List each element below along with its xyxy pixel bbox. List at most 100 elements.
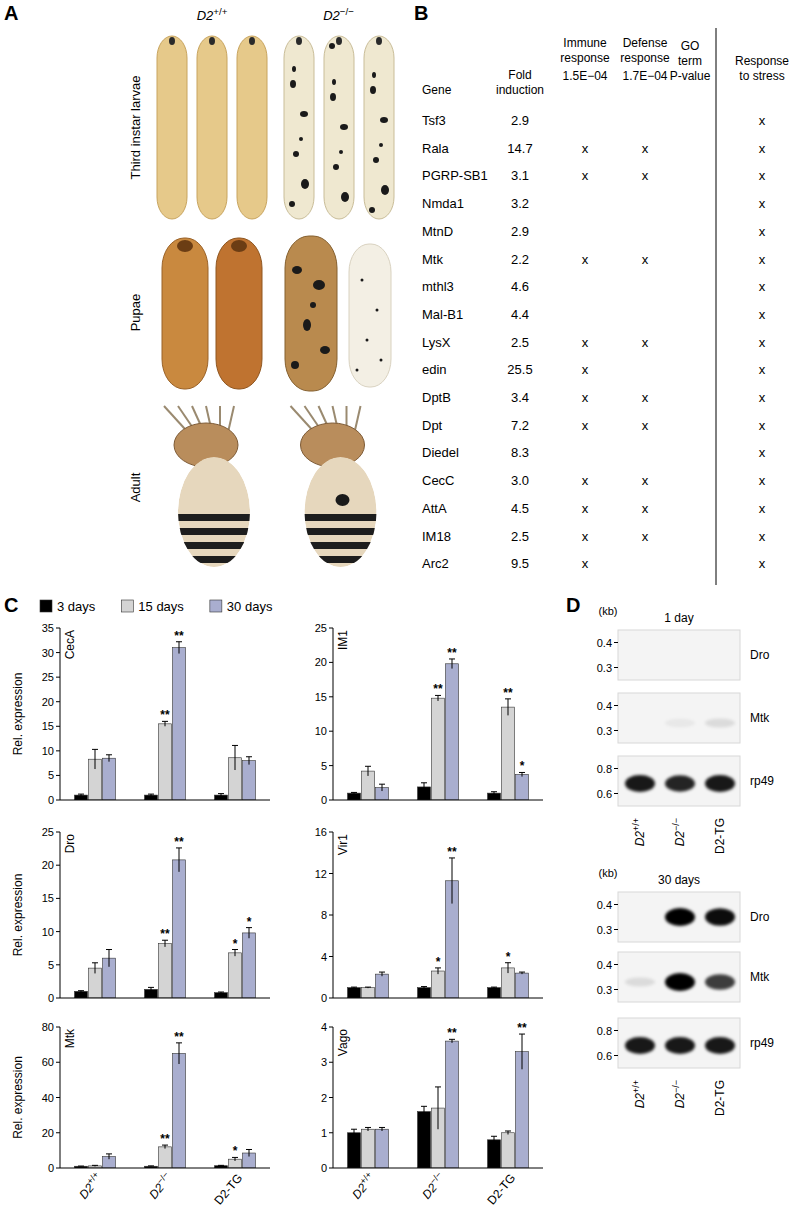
label-superscript: +/+ [631,1080,641,1093]
significance: ** [160,1132,170,1146]
label-base: D2 [633,831,647,847]
probe-label: Mtk [750,970,770,984]
abdomen [174,457,254,567]
gene: Dpt [422,418,443,433]
y-tick-label: 30 [42,647,54,659]
error-cap [491,987,497,988]
error-bar [78,991,84,992]
y-tick-label: 5 [48,769,54,781]
p-header: GOtermP-value [670,39,711,83]
photo [150,30,274,225]
y-axis-label: Rel. expression [11,673,25,756]
error-cap [491,1136,497,1137]
bar [243,761,256,800]
bar [159,1147,172,1168]
separator [716,28,717,585]
gene: Rala [422,141,450,156]
y-tick [329,800,333,801]
error-cap [379,784,385,785]
mouth-hook [209,37,215,45]
bar [348,988,361,998]
bar [488,988,501,998]
y-tick-label: 15 [42,720,54,732]
error-bar [379,972,385,976]
error-stem [508,963,509,973]
error-bar [519,1034,525,1069]
y-tick-label: 20 [315,656,327,668]
label-superscript: −/− [155,1170,171,1186]
y-tick-label: 4 [321,951,327,963]
chart-title: Mtk [63,1028,77,1048]
gene: Nmda1 [422,196,464,211]
lane-label: D2-TG [713,1080,727,1116]
y-tick [329,731,333,732]
pupa-anterior [177,240,193,252]
size-tick-label: 0.8 [597,763,612,775]
y-tick [56,628,60,629]
bands [625,908,735,926]
bar [348,1133,361,1168]
chart: ****0481216Vir1 [315,826,543,1004]
band [705,974,735,990]
error-stem [179,1043,180,1064]
term-mark: x [642,473,649,488]
error-bar [505,699,511,716]
gene: AttA [422,501,447,516]
bar [173,860,186,998]
photo-background [150,30,274,225]
size-tick-label: 0.6 [597,788,612,800]
tergite-band [174,542,254,549]
error-stem [522,1034,523,1069]
melanotic-spot [300,111,308,117]
y-tick [56,1132,60,1133]
band [625,913,655,921]
melanotic-spot [380,117,388,123]
error-cap [491,791,497,792]
fold-induction: 2.9 [511,113,529,128]
legend-label: 30 days [227,599,273,614]
error-bar [505,963,511,973]
label-base: D2 [323,8,340,23]
legend-swatch [210,600,222,612]
legend-label: 15 days [138,599,184,614]
chart: *****020406080MtkRel. expressionD2+/+D2−… [11,1021,270,1208]
band [625,719,655,727]
blot-strip [618,630,740,680]
error-bar [78,1166,84,1167]
term-mark: x [642,501,649,516]
chart-title: IM1 [336,630,350,650]
y-axis [60,628,61,800]
bar [446,664,459,800]
p-header-line: term [678,54,702,68]
size-tick [614,1055,618,1056]
mouth-hook [169,37,175,45]
error-stem [424,1106,425,1117]
error-cap [148,1165,154,1166]
melanotic-spot [339,150,343,154]
mouth-hook [336,37,342,45]
y-tick [56,832,60,833]
y-axis [60,832,61,998]
band [625,1037,655,1054]
error-cap [92,749,98,750]
column-header-line: Fold [508,68,531,82]
panel-d: D(kb)1 day0.40.3Dro0.40.3Mtk0.80.6rp49D2… [566,594,774,1116]
bar [159,724,172,800]
bar [362,988,375,998]
photo-background [150,230,274,395]
y-tick-label: 25 [315,622,327,634]
y-tick [56,1097,60,1098]
x-axis [60,998,270,999]
x-axis [333,800,543,801]
plot-area [348,858,529,998]
melanotic-spot [330,93,336,101]
term-mark: x [759,279,766,294]
y-tick-label: 3 [321,1056,327,1068]
melanotic-spot [376,309,379,312]
p-header-line: P-value [670,69,711,83]
column-header-line: Immune [563,36,607,50]
error-cap [379,972,385,973]
y-tick [56,1027,60,1028]
melanotic-spot [361,279,364,282]
y-axis-label: Rel. expression [11,874,25,957]
